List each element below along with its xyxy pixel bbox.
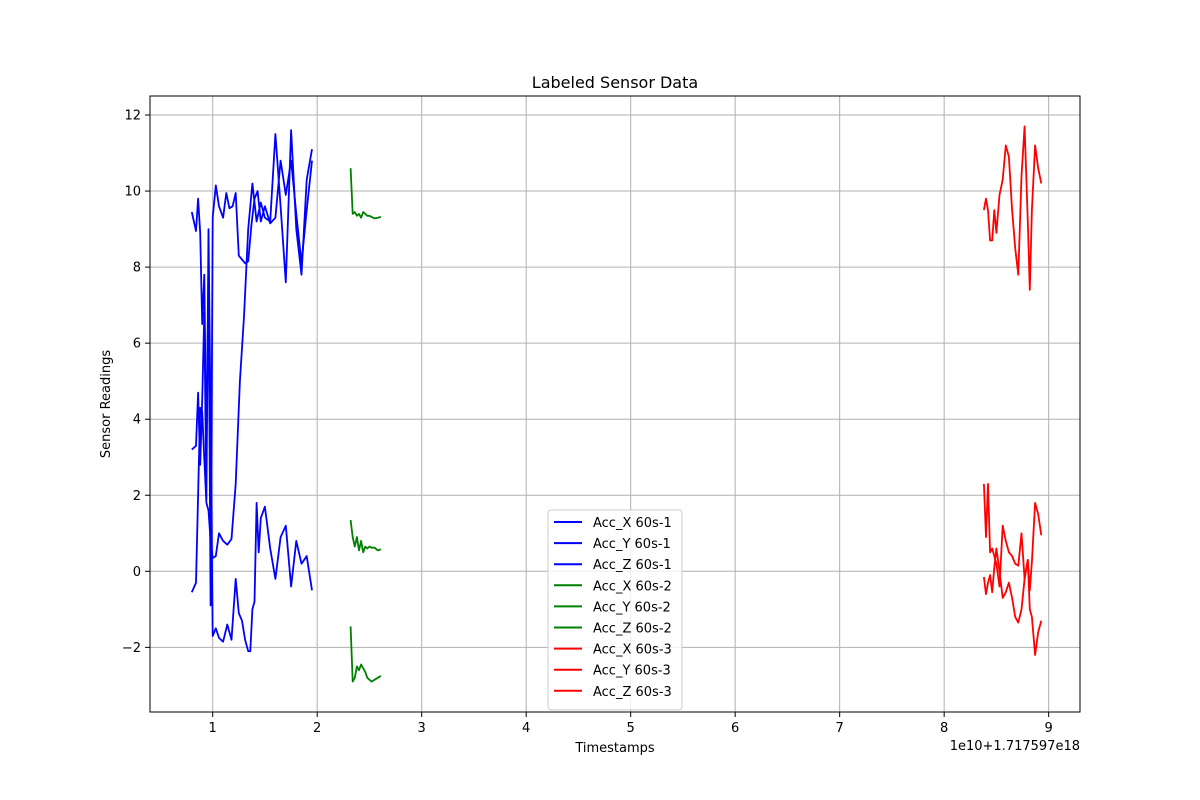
legend-label: Acc_Z 60s-2: [593, 622, 672, 637]
x-tick-label: 8: [940, 721, 948, 736]
legend-label: Acc_X 60s-2: [593, 579, 672, 594]
y-tick-label: 10: [124, 185, 141, 200]
y-tick-label: −2: [122, 641, 141, 656]
series-line-acc-z-60s-3: [983, 547, 1043, 656]
y-axis-label: Sensor Readings: [99, 350, 114, 458]
legend: Acc_X 60s-1 Acc_Y 60s-1 Acc_Z 60s-1 Acc_X 6…: [547, 509, 683, 711]
series-line-acc-y-60s-2: [349, 168, 382, 220]
legend-label: Acc_Y 60s-3: [593, 664, 671, 679]
x-axis-label: Timestamps: [574, 741, 655, 756]
y-tick-label: 4: [133, 413, 141, 428]
series-line-acc-z-60s-2: [349, 626, 382, 683]
legend-label: Acc_Z 60s-1: [593, 558, 672, 573]
series-line-acc-y-60s-3: [983, 125, 1043, 291]
legend-label: Acc_Y 60s-2: [593, 600, 671, 615]
legend-label: Acc_X 60s-1: [593, 516, 672, 531]
legend-label: Acc_X 60s-3: [593, 643, 672, 658]
y-tick-label: 0: [133, 565, 141, 580]
y-axis-ticks: −2 0 2 4 6 8 10 12: [122, 109, 150, 656]
chart-title: Labeled Sensor Data: [532, 73, 698, 92]
y-tick-label: 8: [133, 261, 141, 276]
x-tick-label: 9: [1045, 721, 1053, 736]
x-tick-label: 5: [627, 721, 635, 736]
series-line-acc-x-60s-3: [983, 482, 1043, 592]
series-line-acc-x-60s-1: [190, 129, 313, 593]
y-tick-label: 12: [124, 109, 141, 124]
x-tick-label: 6: [731, 721, 739, 736]
x-axis-ticks: 1 2 3 4 5 6 7 8 9: [209, 712, 1053, 736]
x-tick-label: 7: [836, 721, 844, 736]
legend-label: Acc_Y 60s-1: [593, 537, 671, 552]
x-axis-offset-label: 1e10+1.717597e18: [950, 739, 1080, 754]
y-tick-label: 2: [133, 489, 141, 504]
legend-label: Acc_Z 60s-3: [593, 685, 672, 700]
x-tick-label: 4: [522, 721, 530, 736]
plot-frame: [149, 95, 1081, 713]
series-line-acc-z-60s-1: [191, 228, 313, 653]
legend-box: [547, 509, 683, 711]
series-line-acc-x-60s-2: [349, 519, 382, 554]
x-tick-label: 3: [418, 721, 426, 736]
y-tick-label: 6: [133, 337, 141, 352]
series-layer: [190, 125, 1043, 683]
x-tick-label: 2: [313, 721, 321, 736]
x-tick-label: 1: [209, 721, 217, 736]
